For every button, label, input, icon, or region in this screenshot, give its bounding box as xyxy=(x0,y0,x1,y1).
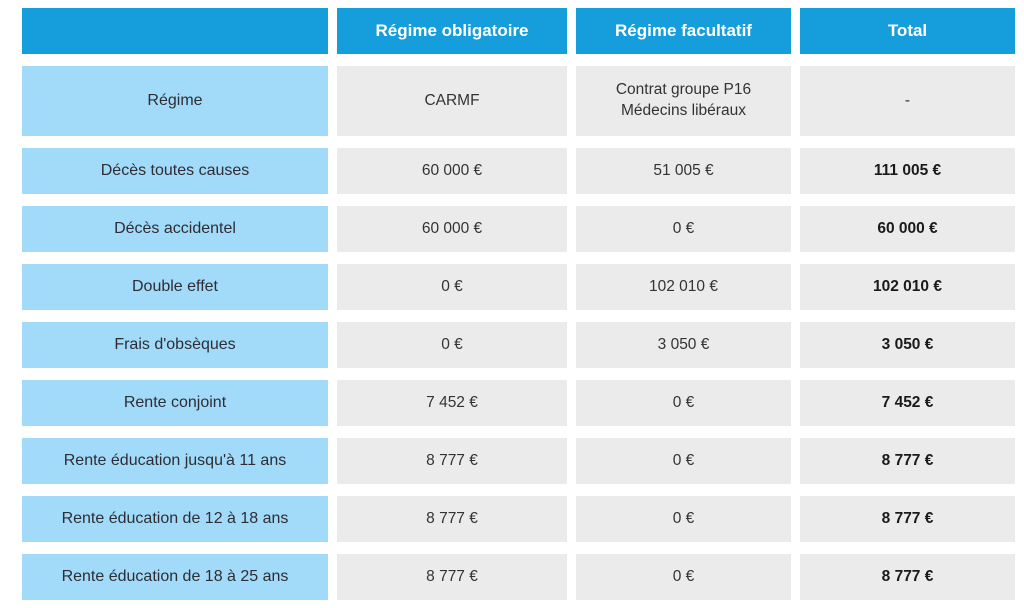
cell-rente-education-18-25-obligatoire: 8 777 € xyxy=(337,554,567,600)
cell-deces-toutes-causes-total: 111 005 € xyxy=(800,148,1015,194)
row-label-regime: Régime xyxy=(22,66,328,136)
row-label-rente-education-11: Rente éducation jusqu'à 11 ans xyxy=(22,438,328,484)
row-label-deces-toutes-causes: Décès toutes causes xyxy=(22,148,328,194)
cell-rente-education-12-18-obligatoire: 8 777 € xyxy=(337,496,567,542)
cell-rente-education-11-obligatoire: 8 777 € xyxy=(337,438,567,484)
cell-regime-total: - xyxy=(800,66,1015,136)
cell-frais-obseques-facultatif: 3 050 € xyxy=(576,322,791,368)
header-cell-total: Total xyxy=(800,8,1015,54)
row-label-double-effet: Double effet xyxy=(22,264,328,310)
cell-rente-education-12-18-total: 8 777 € xyxy=(800,496,1015,542)
cell-frais-obseques-total: 3 050 € xyxy=(800,322,1015,368)
cell-deces-accidentel-total: 60 000 € xyxy=(800,206,1015,252)
cell-regime-obligatoire: CARMF xyxy=(337,66,567,136)
cell-deces-accidentel-facultatif: 0 € xyxy=(576,206,791,252)
cell-rente-education-18-25-facultatif: 0 € xyxy=(576,554,791,600)
row-label-rente-conjoint: Rente conjoint xyxy=(22,380,328,426)
cell-double-effet-obligatoire: 0 € xyxy=(337,264,567,310)
cell-deces-toutes-causes-facultatif: 51 005 € xyxy=(576,148,791,194)
row-label-rente-education-18-25: Rente éducation de 18 à 25 ans xyxy=(22,554,328,600)
cell-rente-conjoint-total: 7 452 € xyxy=(800,380,1015,426)
cell-rente-education-11-facultatif: 0 € xyxy=(576,438,791,484)
cell-double-effet-total: 102 010 € xyxy=(800,264,1015,310)
cell-double-effet-facultatif: 102 010 € xyxy=(576,264,791,310)
cell-rente-education-18-25-total: 8 777 € xyxy=(800,554,1015,600)
benefits-comparison-table: Régime obligatoire Régime facultatif Tot… xyxy=(22,8,1015,600)
cell-deces-accidentel-obligatoire: 60 000 € xyxy=(337,206,567,252)
cell-rente-education-12-18-facultatif: 0 € xyxy=(576,496,791,542)
header-cell-empty xyxy=(22,8,328,54)
cell-frais-obseques-obligatoire: 0 € xyxy=(337,322,567,368)
cell-rente-conjoint-obligatoire: 7 452 € xyxy=(337,380,567,426)
row-label-deces-accidentel: Décès accidentel xyxy=(22,206,328,252)
row-label-frais-obseques: Frais d'obsèques xyxy=(22,322,328,368)
header-cell-regime-obligatoire: Régime obligatoire xyxy=(337,8,567,54)
cell-deces-toutes-causes-obligatoire: 60 000 € xyxy=(337,148,567,194)
cell-rente-conjoint-facultatif: 0 € xyxy=(576,380,791,426)
row-label-rente-education-12-18: Rente éducation de 12 à 18 ans xyxy=(22,496,328,542)
cell-rente-education-11-total: 8 777 € xyxy=(800,438,1015,484)
cell-regime-facultatif: Contrat groupe P16 Médecins libéraux xyxy=(576,66,791,136)
header-cell-regime-facultatif: Régime facultatif xyxy=(576,8,791,54)
